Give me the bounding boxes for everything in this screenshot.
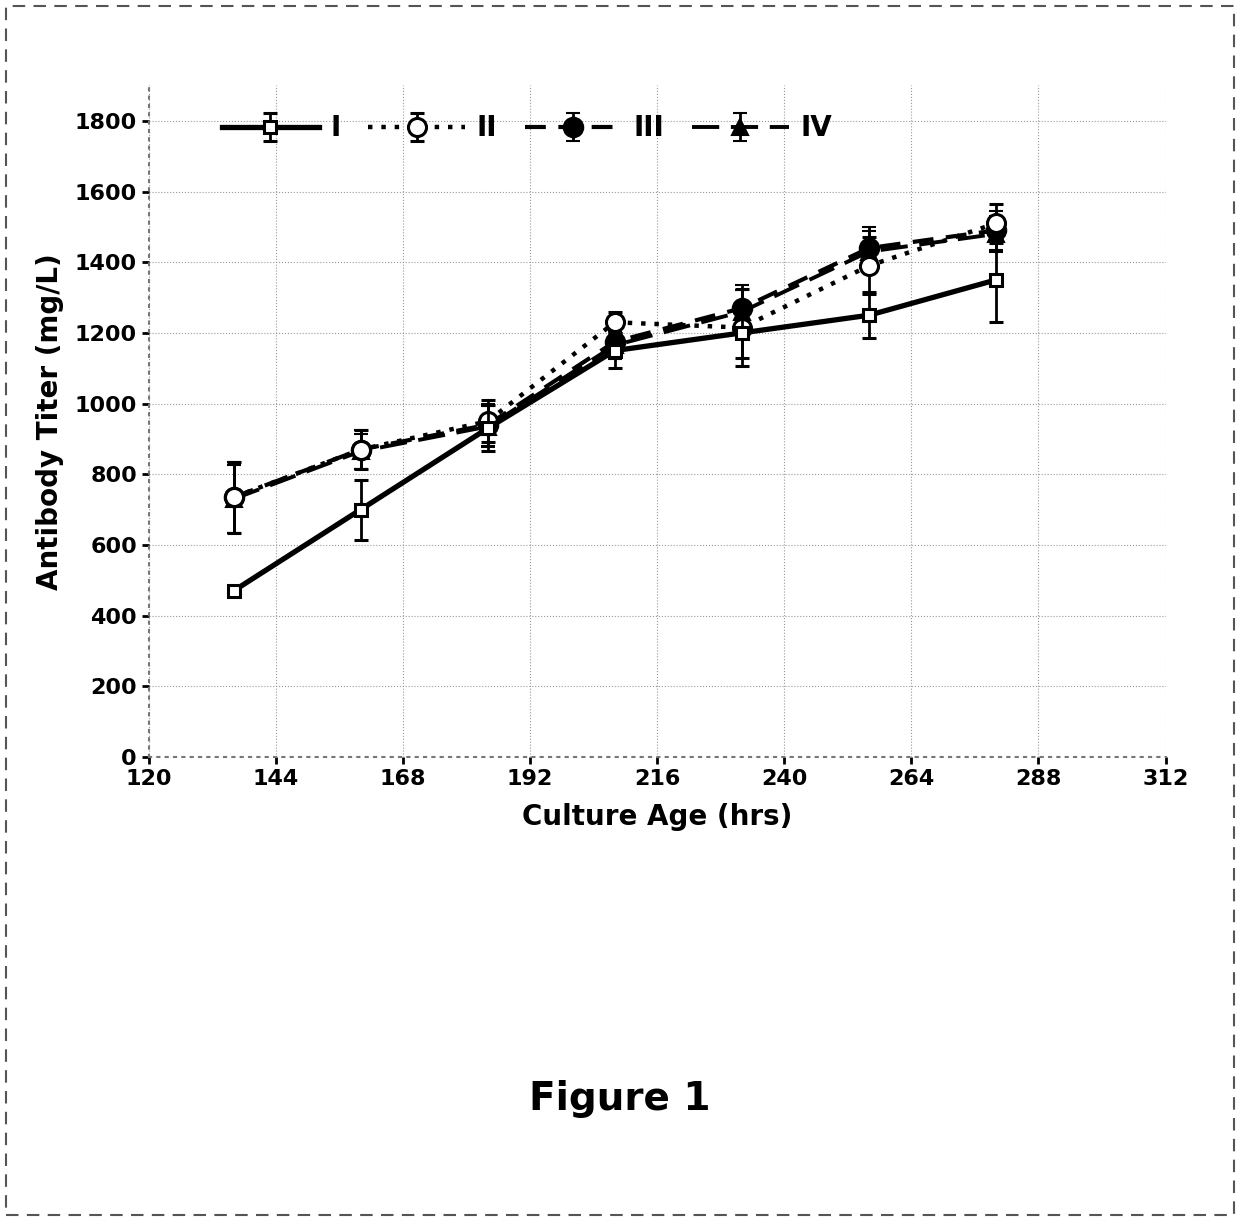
Text: Figure 1: Figure 1: [529, 1079, 711, 1118]
Legend: I, II, III, IV: I, II, III, IV: [213, 106, 841, 150]
X-axis label: Culture Age (hrs): Culture Age (hrs): [522, 802, 792, 830]
Y-axis label: Antibody Titer (mg/L): Antibody Titer (mg/L): [36, 253, 63, 590]
